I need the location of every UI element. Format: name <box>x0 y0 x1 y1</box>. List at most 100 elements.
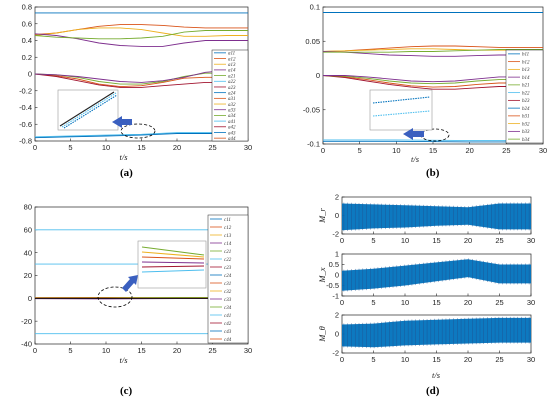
x-tick-label: 30 <box>527 355 535 364</box>
x-tick-label: 0 <box>340 298 344 307</box>
series-line-2 <box>323 45 543 52</box>
legend-label: a23 <box>228 86 236 91</box>
zoom-ellipse <box>420 128 450 142</box>
y-tick-label: 0.4 <box>22 36 32 45</box>
zoom-annotation-c <box>97 240 207 308</box>
legend-a: a11a12a13a14a21a22a23a24a31a32a33a34a41a… <box>211 49 249 142</box>
y-tick-label: -0.2 <box>19 86 32 95</box>
y-tick-label: 0 <box>335 271 339 280</box>
zoom-inset-line <box>141 256 205 260</box>
zoom-inset-line <box>141 265 205 268</box>
legend-box <box>207 214 249 344</box>
legend-c: c11 c12 c13 c14 c21 c22 c23 c24 c31 c32 c33 c34 c41 c… <box>207 214 249 344</box>
x-tick-label: 15 <box>432 236 440 245</box>
legend-label: c11 <box>224 218 231 223</box>
x-tick-label: 20 <box>464 355 472 364</box>
legend-label: b33 <box>522 130 530 135</box>
legend-label: c34 <box>224 306 232 311</box>
zoom-arrow <box>122 275 138 292</box>
x-tick-label: 0 <box>321 146 325 155</box>
legend-box <box>211 49 249 142</box>
legend-label: c12 <box>224 226 232 231</box>
oscillation-series-d2 <box>342 258 531 292</box>
x-tick-label: 20 <box>173 346 181 355</box>
caption-d: (d) <box>426 385 440 397</box>
legend-label: c32 <box>224 290 232 295</box>
zoom-inset <box>369 89 433 131</box>
y-axis-label: M_r <box>317 207 327 223</box>
legend-label: c31 <box>224 282 231 287</box>
legend-label: a13 <box>228 63 236 68</box>
legend-label: c42 <box>224 322 232 327</box>
y-tick-label: 80 <box>24 203 32 212</box>
x-tick-label: 5 <box>358 146 362 155</box>
legend-label: b21 <box>522 84 530 89</box>
x-tick-label: 10 <box>102 346 110 355</box>
x-tick-label: 30 <box>539 146 547 155</box>
axes-a: 0 5 10 15 20 25 30 -0.8 -0.6 -0.4 -0.2 0 0.2 0.4 0.6 0.… <box>19 3 252 152</box>
x-tick-label: 20 <box>465 146 473 155</box>
y-tick-label: -0.05 <box>303 105 320 114</box>
legend-label: c22 <box>224 258 232 263</box>
y-tick-label: 1 <box>335 250 339 259</box>
legend-label: a24 <box>228 91 236 96</box>
zoom-inset-line <box>141 246 205 256</box>
x-tick-label: 0 <box>340 355 344 364</box>
x-tick-label: 10 <box>401 355 409 364</box>
legend-label: b14 <box>522 76 530 81</box>
legend-label: a22 <box>228 80 236 85</box>
legend-label: c13 <box>224 234 232 239</box>
legend-label: c43 <box>224 330 232 335</box>
x-tick-label: 20 <box>464 298 472 307</box>
caption-b: (b) <box>426 167 440 179</box>
x-axis-label: t/s <box>119 152 128 162</box>
x-tick-label: 15 <box>432 355 440 364</box>
x-tick-label: 5 <box>68 143 72 152</box>
y-tick-label: 0.1 <box>310 3 320 12</box>
zoom-inset <box>137 240 207 289</box>
y-tick-label: -0.6 <box>19 120 32 129</box>
oscillation-series-d3 <box>342 316 531 349</box>
x-axis-label: t/s <box>432 370 441 380</box>
legend-label: c21 <box>224 250 231 255</box>
legend-label: a12 <box>228 57 236 62</box>
y-tick-label: 0 <box>316 71 320 80</box>
legend-label: a33 <box>228 109 236 114</box>
x-axis-label: t/s <box>119 355 128 365</box>
y-tick-label: -20 <box>21 317 32 326</box>
legend-label: b12 <box>522 60 530 65</box>
zoom-ellipse <box>120 123 156 139</box>
y-tick-label: -1 <box>332 292 339 301</box>
y-axis-label: M_x <box>317 267 327 283</box>
series-line-3 <box>35 27 248 37</box>
legend-label: a32 <box>228 103 236 108</box>
zoom-inset-line <box>59 91 115 127</box>
legend-label: a42 <box>228 126 236 131</box>
y-tick-label: -2 <box>332 230 339 239</box>
x-tick-label: 10 <box>102 143 110 152</box>
x-tick-label: 20 <box>464 236 472 245</box>
y-tick-label: 0.5 <box>329 260 339 269</box>
y-tick-label: 0.8 <box>22 3 32 12</box>
zoom-inset-line <box>372 96 431 104</box>
legend-label: c24 <box>224 274 232 279</box>
x-tick-label: 5 <box>371 355 375 364</box>
series-line-5 <box>323 49 543 53</box>
legend-label: a14 <box>228 69 236 74</box>
zoom-ellipse <box>97 286 133 308</box>
y-tick-label: 0 <box>335 330 339 339</box>
legend-label: b34 <box>522 138 530 143</box>
caption-a: (a) <box>120 167 133 179</box>
y-tick-label: 0 <box>335 211 339 220</box>
x-tick-label: 5 <box>68 346 72 355</box>
x-tick-label: 10 <box>401 298 409 307</box>
legend-label: b24 <box>522 107 530 112</box>
y-tick-label: -0.4 <box>19 103 32 112</box>
x-tick-label: 0 <box>340 236 344 245</box>
y-tick-label: 40 <box>24 248 32 257</box>
zoom-inset-line <box>372 110 431 117</box>
legend-label: b23 <box>522 99 530 104</box>
x-tick-label: 25 <box>502 146 510 155</box>
legend-label: b11 <box>522 53 529 58</box>
